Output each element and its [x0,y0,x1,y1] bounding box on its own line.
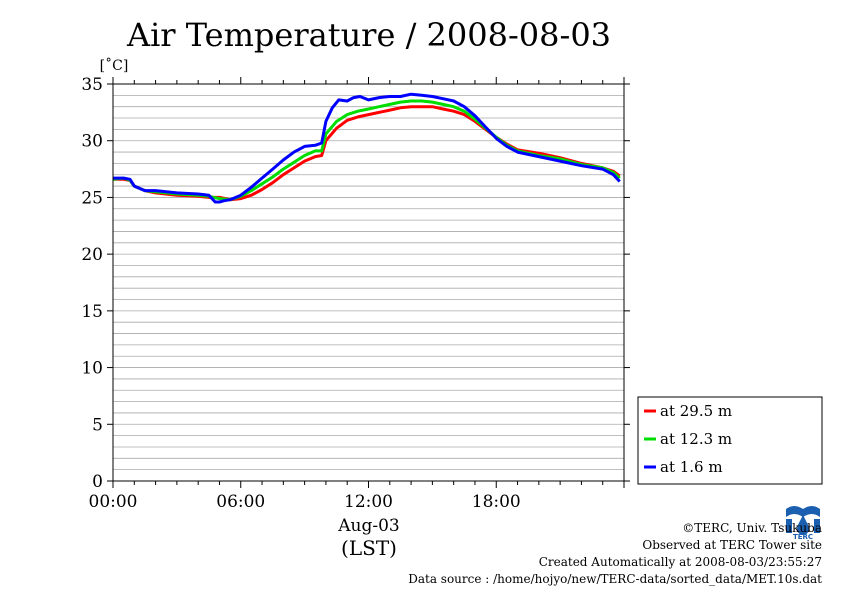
y-axis-ticks: 0 5 10 15 20 25 30 35 [81,75,630,492]
chart-title: Air Temperature / 2008-08-03 [126,16,611,54]
y-tick-label: 30 [81,132,103,152]
x-axis-ticks: 00:00 06:00 12:00 18:00 [89,77,625,512]
logo-side-bars [786,519,820,533]
legend-label: at 12.3 m [660,430,732,448]
logo-wave-icon [786,506,820,517]
plot-frame [112,83,625,482]
legend-box [637,396,823,485]
logo-drop-icon [797,515,809,535]
legend-label: at 1.6 m [660,458,723,476]
y-tick-label: 10 [81,359,103,379]
x-tick-label: 18:00 [472,492,521,512]
x-axis-timezone-label: (LST) [341,536,397,560]
x-axis-date-label: Aug-03 [337,516,399,536]
grid-lines [113,94,624,471]
y-tick-label: 25 [81,188,103,208]
y-tick-label: 0 [92,472,103,492]
credit-copyright: ©TERC, Univ. Tsukuba [682,521,822,535]
legend-label: at 29.5 m [660,402,732,420]
series-line-2 [113,92,621,204]
y-tick-label: 20 [81,245,103,265]
y-tick-label: 5 [92,415,103,435]
logo-text: TERC [793,533,813,541]
terc-logo: TERC [784,503,822,541]
x-tick-label: 12:00 [344,492,393,512]
x-tick-label: 00:00 [89,492,138,512]
legend: at 29.5 m at 12.3 m at 1.6 m [637,396,823,485]
series-layer [112,92,621,204]
y-tick-label: 35 [81,75,103,95]
y-tick-label: 15 [81,302,103,322]
credit-created: Created Automatically at 2008-08-03/23:5… [538,555,822,569]
credit-site: Observed at TERC Tower site [642,538,822,552]
x-tick-label: 06:00 [216,492,265,512]
credit-source: Data source : /home/hojyo/new/TERC-data/… [408,572,822,586]
credits-block: ©TERC, Univ. Tsukuba Observed at TERC To… [408,520,822,588]
y-axis-unit-label: [˚C] [100,57,129,74]
